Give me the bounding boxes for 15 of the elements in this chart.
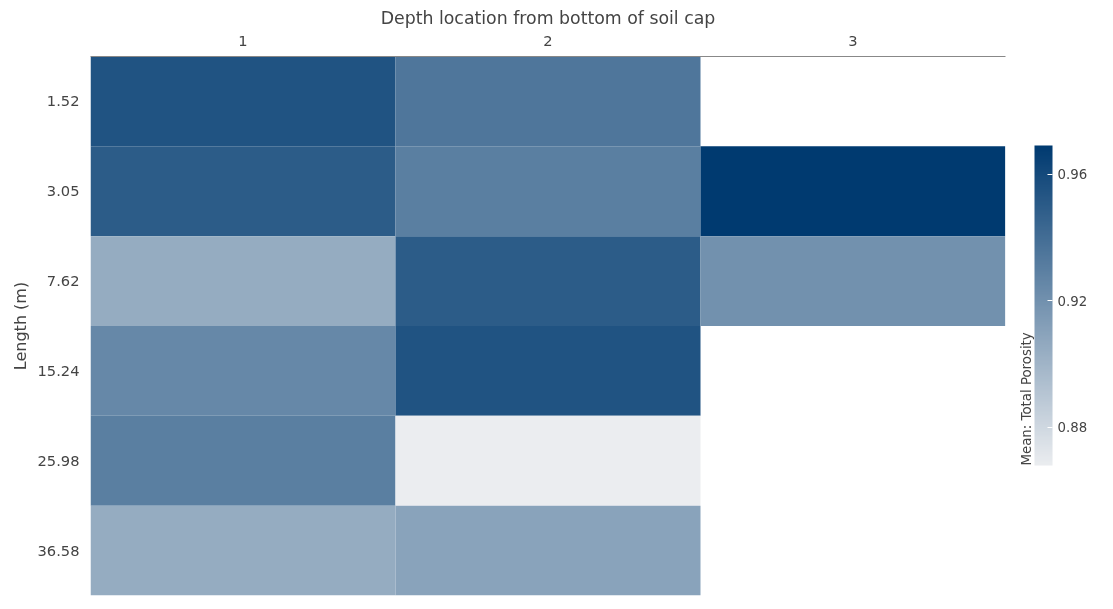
y-axis-title: Length (m) xyxy=(10,281,30,371)
y-tick-label: 1.52 xyxy=(46,92,80,110)
color-bar-label: 0.92 xyxy=(1057,293,1088,309)
x-tick-label: 3 xyxy=(848,31,858,49)
y-tick-label: 36.58 xyxy=(37,541,80,559)
y-tick-label: 15.24 xyxy=(37,361,80,379)
color-bar-title: Mean: Total Porosity xyxy=(1018,332,1034,466)
color-bar-label: 0.96 xyxy=(1057,167,1088,183)
x-tick-label: 1 xyxy=(238,31,248,49)
x-tick-label: 2 xyxy=(543,31,553,49)
color-bar-label: 0.88 xyxy=(1057,420,1088,436)
y-tick-label: 7.62 xyxy=(46,272,80,290)
chart-title: Depth location from bottom of soil cap xyxy=(380,7,716,28)
y-tick-label: 3.05 xyxy=(46,182,80,200)
y-tick-label: 25.98 xyxy=(37,451,80,469)
